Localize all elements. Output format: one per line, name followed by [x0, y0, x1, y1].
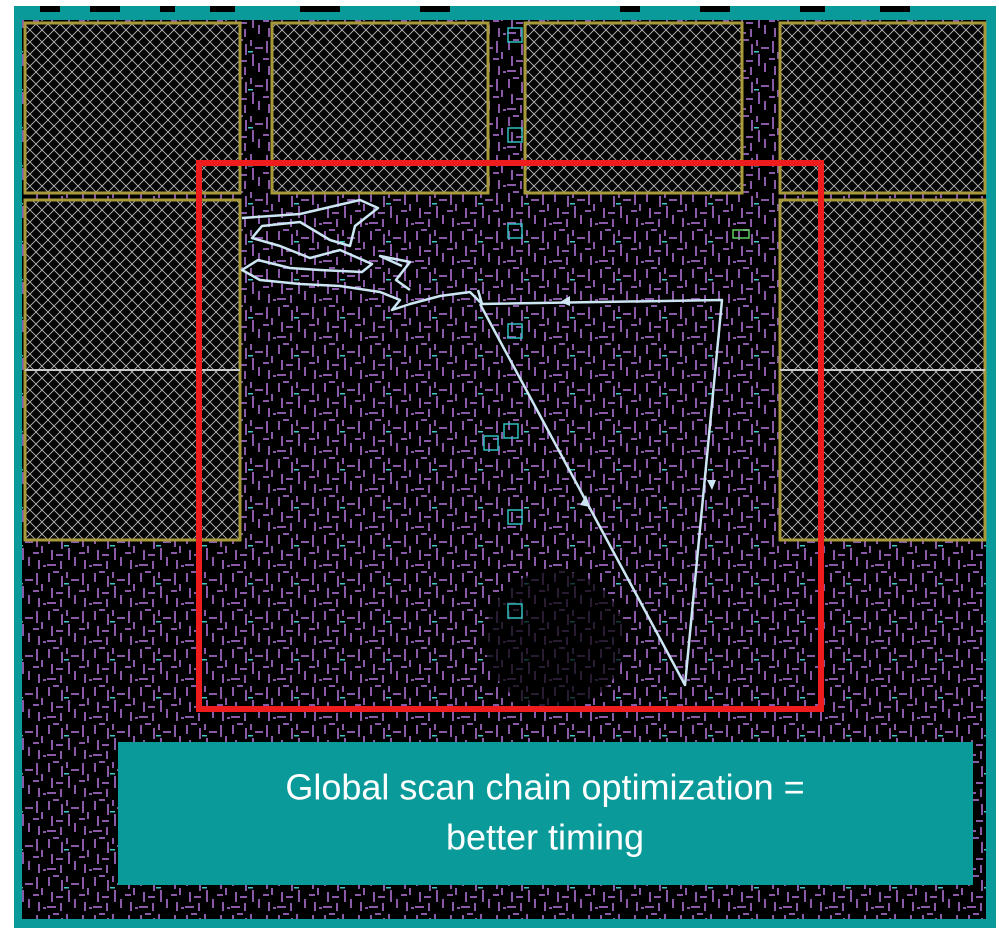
page: {"caption": {"lines": ["Global scan chai…	[0, 0, 999, 933]
layout-view: Global scan chain optimization = better …	[0, 0, 999, 933]
caption-line: Global scan chain optimization =	[285, 767, 804, 808]
caption-box	[118, 742, 973, 885]
caption-line: better timing	[446, 817, 644, 858]
empty-region	[485, 570, 625, 710]
